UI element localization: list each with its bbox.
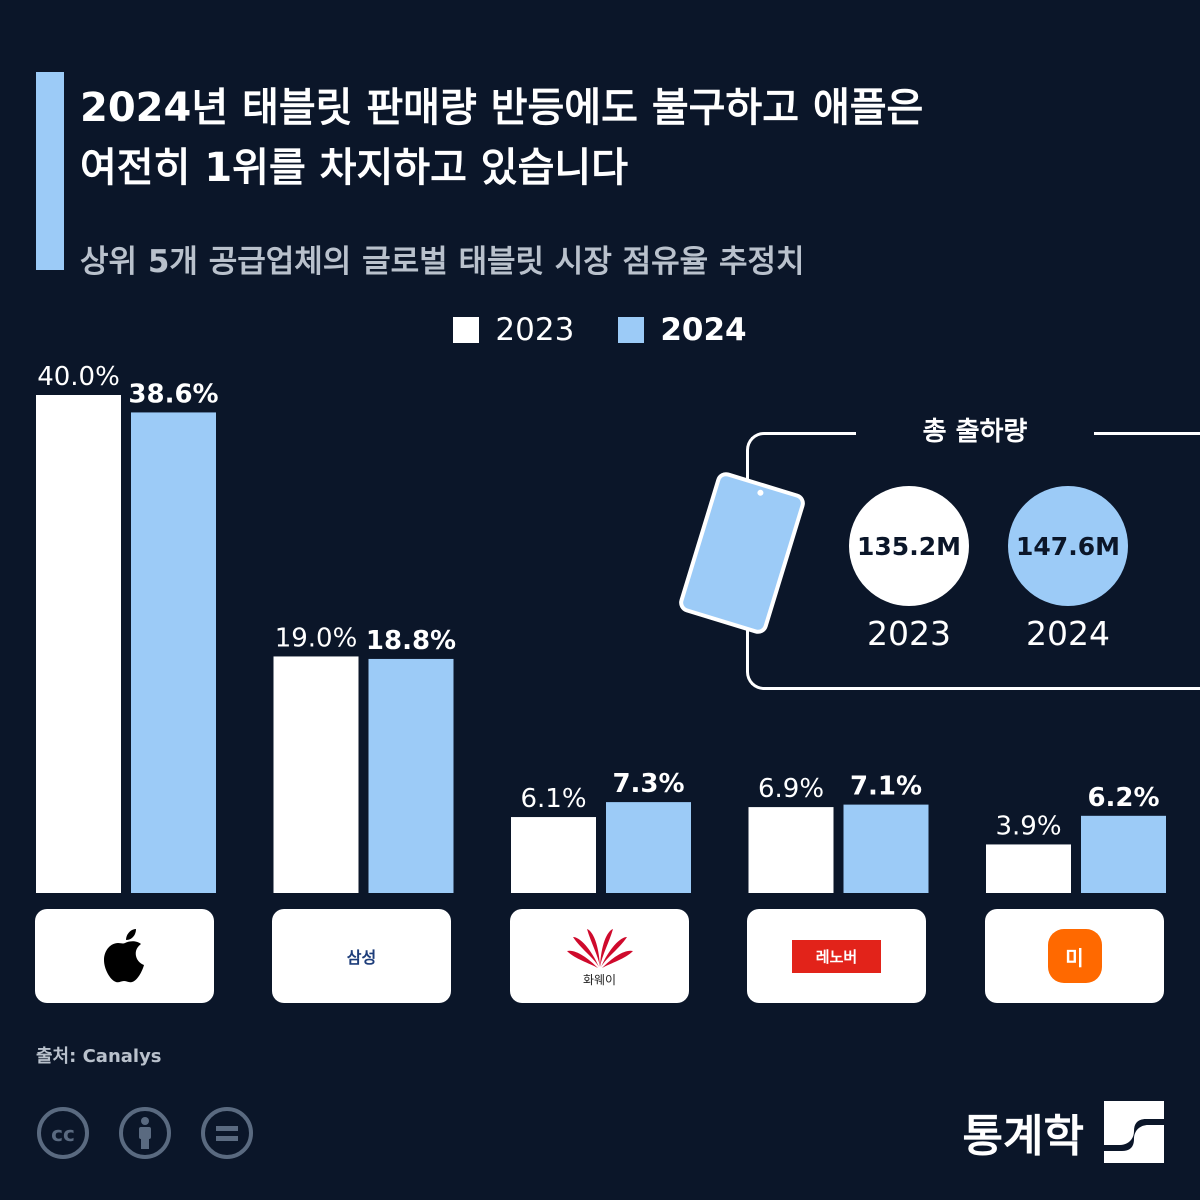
bar-2024-5: [1081, 815, 1166, 893]
legend-label-2024: 2024: [660, 312, 747, 348]
legend-item-2024: 2024: [618, 312, 747, 348]
data-label-2024-1: 38.6%: [128, 379, 218, 409]
bar-2023-1: [36, 395, 121, 893]
brand-mark-icon: [1104, 1101, 1164, 1163]
chart-legend: 2023 2024: [0, 312, 1200, 348]
logo-card-xiaomi: 미: [985, 909, 1164, 1003]
shipments-value-2023: 135.2M: [849, 486, 969, 606]
samsung-logo-text: 삼성: [346, 948, 377, 967]
no-derivatives-icon: [201, 1107, 253, 1159]
data-label-2024-5: 6.2%: [1087, 783, 1159, 813]
data-label-2024-2: 18.8%: [366, 626, 456, 656]
lenovo-logo: 레노버: [791, 939, 882, 973]
brand-name: 통계학: [962, 1111, 1084, 1162]
apple-icon: [103, 929, 144, 983]
bar-2023-2: [273, 656, 359, 893]
logo-card-huawei: 화웨이: [510, 909, 689, 1003]
logo-card-samsung: 삼성: [272, 909, 451, 1003]
data-label-2023-2: 19.0%: [275, 623, 358, 653]
bar-2023-3: [511, 817, 596, 893]
legend-label-2023: 2023: [495, 312, 575, 348]
data-label-2023-1: 40.0%: [37, 362, 120, 392]
title-line-1: 2024년 태블릿 판매량 반등에도 불구하고 애플은: [80, 85, 924, 131]
logo-card-lenovo: 레노버: [747, 909, 926, 1003]
shipments-value-2024: 147.6M: [1008, 486, 1128, 606]
shipments-title: 총 출하량: [856, 414, 1094, 450]
title-line-2: 여전히 1위를 차지하고 있습니다: [80, 145, 629, 191]
brand: 통계학: [963, 1100, 1164, 1164]
cc-icon: cc: [37, 1107, 89, 1159]
huawei-logo: 화웨이: [565, 925, 635, 988]
shipments-year-2024: 2024: [1026, 614, 1110, 653]
bar-2024-2: [368, 658, 454, 893]
bar-2024-1: [131, 412, 216, 893]
shipments-year-2023: 2023: [867, 614, 951, 653]
title-accent-bar: [36, 72, 64, 270]
data-label-2024-4: 7.1%: [850, 772, 922, 802]
data-label-2023-4: 6.9%: [758, 774, 824, 804]
svg-text:cc: cc: [51, 1122, 75, 1146]
bar-2023-5: [986, 844, 1071, 893]
tablet-icon: [679, 472, 805, 634]
bar-2024-3: [606, 802, 691, 893]
data-label-2023-3: 6.1%: [520, 784, 586, 814]
chart-subtitle: 상위 5개 공급업체의 글로벌 태블릿 시장 점유율 추정치: [80, 244, 805, 280]
huawei-flower-icon: [566, 928, 633, 968]
market-share-bar-chart: 40.0% 38.6% 19.0% 18.8% 6.1% 7.3% 6.9% 7.1% 3.9%…: [36, 362, 1166, 893]
source-note: 출처: Canalys: [36, 1046, 162, 1067]
attribution-icon: [119, 1107, 171, 1159]
bar-2023-4: [748, 807, 834, 893]
bar-2024-4: [843, 804, 929, 893]
logo-card-apple: [35, 909, 214, 1003]
page-title: 2024년 태블릿 판매량 반등에도 불구하고 애플은 여전히 1위를 차지하고…: [80, 78, 1080, 198]
data-label-2024-3: 7.3%: [612, 769, 684, 799]
data-label-2023-5: 3.9%: [995, 811, 1061, 841]
xiaomi-logo: 미: [1047, 929, 1102, 983]
legend-swatch-2023: [453, 317, 480, 343]
legend-swatch-2024: [618, 317, 645, 343]
legend-item-2023: 2023: [453, 312, 574, 348]
license-icons: cc: [36, 1106, 254, 1160]
huawei-logo-text: 화웨이: [582, 972, 617, 987]
